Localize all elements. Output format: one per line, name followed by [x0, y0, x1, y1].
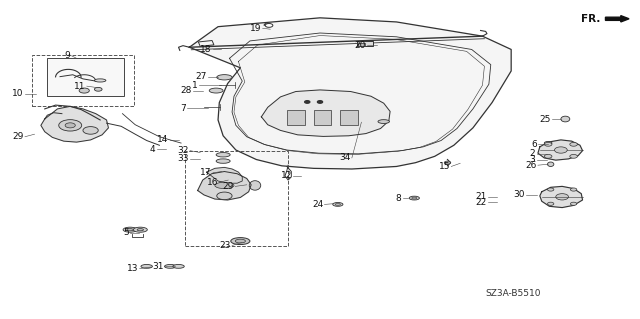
Circle shape [65, 123, 76, 128]
Text: 11: 11 [74, 82, 86, 91]
Circle shape [554, 147, 567, 153]
Bar [287, 110, 305, 125]
Text: 32: 32 [177, 146, 189, 155]
Bar [340, 110, 358, 125]
Ellipse shape [335, 204, 340, 205]
Text: 16: 16 [207, 178, 218, 187]
Ellipse shape [133, 227, 147, 232]
Text: 13: 13 [127, 264, 138, 273]
Text: 2: 2 [530, 149, 536, 158]
Text: 1: 1 [192, 81, 198, 90]
Ellipse shape [164, 264, 176, 268]
Text: 24: 24 [312, 200, 323, 209]
Ellipse shape [236, 239, 246, 243]
Text: 29: 29 [12, 132, 24, 141]
Text: 10: 10 [12, 89, 24, 98]
Text: 4: 4 [150, 145, 156, 154]
Circle shape [95, 87, 102, 91]
Text: FR.: FR. [581, 14, 600, 24]
Circle shape [544, 154, 552, 158]
Text: 18: 18 [200, 45, 212, 54]
Circle shape [444, 161, 451, 164]
Text: 31: 31 [152, 262, 164, 271]
Ellipse shape [209, 88, 223, 93]
Text: 27: 27 [195, 72, 207, 81]
Polygon shape [41, 106, 108, 142]
Bar [32, 55, 134, 106]
Ellipse shape [216, 152, 230, 157]
Text: 22: 22 [476, 198, 487, 207]
Bar [357, 41, 373, 46]
Text: 17: 17 [200, 168, 212, 177]
Circle shape [547, 202, 554, 205]
Circle shape [59, 120, 82, 131]
Polygon shape [261, 90, 390, 137]
Ellipse shape [249, 181, 260, 190]
Ellipse shape [544, 141, 552, 145]
Text: 12: 12 [280, 171, 292, 181]
Ellipse shape [231, 238, 250, 245]
Polygon shape [540, 186, 582, 208]
Bar [358, 43, 365, 46]
Ellipse shape [123, 227, 137, 232]
Ellipse shape [378, 120, 390, 123]
Polygon shape [207, 167, 243, 183]
Circle shape [547, 188, 554, 191]
Text: 8: 8 [396, 194, 401, 203]
Text: 25: 25 [540, 115, 550, 123]
Bar [47, 58, 124, 96]
Ellipse shape [137, 229, 143, 231]
Text: 15: 15 [438, 162, 450, 171]
Ellipse shape [127, 229, 133, 231]
Ellipse shape [409, 196, 419, 200]
Text: 30: 30 [514, 190, 525, 199]
Bar [185, 151, 288, 246]
Text: 14: 14 [157, 135, 168, 145]
Circle shape [217, 192, 232, 200]
Ellipse shape [173, 264, 184, 268]
Text: 9: 9 [65, 51, 70, 60]
Circle shape [79, 88, 90, 93]
Text: 33: 33 [177, 154, 189, 163]
Ellipse shape [95, 79, 106, 82]
Circle shape [265, 24, 273, 27]
Circle shape [570, 188, 577, 191]
Bar [198, 41, 214, 46]
Text: 3: 3 [530, 155, 536, 164]
Text: 7: 7 [180, 104, 186, 113]
Text: 29: 29 [223, 182, 234, 191]
Circle shape [317, 101, 323, 103]
Polygon shape [189, 18, 511, 169]
Circle shape [83, 127, 99, 134]
Ellipse shape [412, 197, 417, 199]
Text: 26: 26 [525, 161, 537, 170]
Polygon shape [605, 16, 629, 22]
Circle shape [544, 142, 552, 146]
Text: 28: 28 [180, 86, 191, 95]
Circle shape [570, 154, 577, 158]
Ellipse shape [547, 162, 554, 167]
Circle shape [570, 142, 577, 146]
Text: 23: 23 [220, 241, 231, 250]
Ellipse shape [141, 264, 152, 268]
Ellipse shape [215, 182, 234, 189]
Text: SZ3A-B5510: SZ3A-B5510 [486, 289, 541, 298]
Text: 20: 20 [355, 41, 366, 49]
Text: 5: 5 [123, 228, 129, 237]
Circle shape [556, 194, 568, 200]
Text: 19: 19 [250, 24, 261, 33]
Ellipse shape [561, 116, 570, 122]
Ellipse shape [216, 159, 230, 163]
Circle shape [305, 101, 310, 103]
Circle shape [570, 202, 577, 205]
Polygon shape [198, 172, 251, 200]
Text: 6: 6 [531, 140, 537, 149]
Text: 34: 34 [339, 153, 351, 162]
Ellipse shape [333, 203, 343, 206]
Ellipse shape [217, 75, 232, 80]
Polygon shape [538, 140, 582, 160]
Bar [314, 110, 332, 125]
Text: 21: 21 [476, 192, 487, 201]
